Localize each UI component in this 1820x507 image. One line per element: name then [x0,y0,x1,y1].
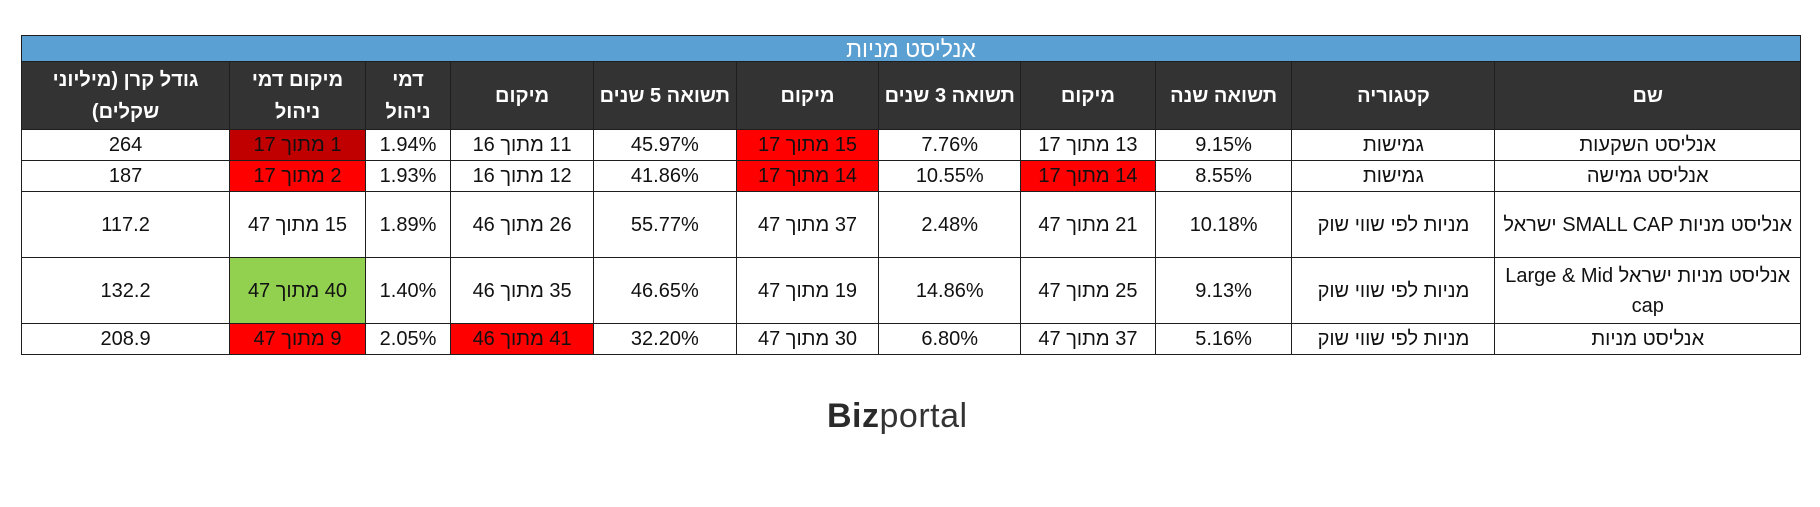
header-return-1y: תשואה שנה [1154,61,1293,130]
cell-return-3y: 7.76% [878,129,1022,161]
cell-return-1y: 5.16% [1154,323,1293,355]
cell-return-5y: 55.77% [592,191,737,258]
header-fund-size: גודל קרן (מיליוני שקלים) [20,61,231,130]
cell-return-3y: 14.86% [878,257,1022,324]
cell-rank-3y: 37 מתוך 47 [735,191,880,258]
cell-rank-1y: 14 מתוך 17 [1020,160,1156,192]
cell-return-5y: 32.20% [592,323,737,355]
cell-rank-5y: 26 מתוך 46 [450,191,594,258]
cell-mgmt-fee: 1.89% [364,191,452,258]
table-row: אנליסט מניות ישראל Large & Mid cap מניות… [20,257,1801,324]
cell-return-5y: 41.86% [592,160,737,192]
header-return-3y: תשואה 3 שנים [878,61,1022,130]
cell-return-5y: 46.65% [592,257,737,324]
cell-name: אנליסט השקעות [1494,129,1801,161]
bizportal-logo: Biz portal [827,398,968,434]
cell-rank-1y: 13 מתוך 17 [1020,129,1156,161]
cell-mgmt-fee-rank: 40 מתוך 47 [229,257,366,324]
header-category: קטגוריה [1291,61,1496,130]
cell-return-3y: 6.80% [878,323,1022,355]
cell-fund-size: 264 [20,129,231,161]
table-row: אנליסט מניות מניות לפי שווי שוק 5.16% 37… [20,323,1801,355]
logo-light-text: portal [879,397,968,435]
cell-return-3y: 10.55% [878,160,1022,192]
header-rank-1y: מיקום [1020,61,1156,130]
fund-table-container: אנליסט מניות שם קטגוריה תשואה שנה מיקום … [20,35,1801,355]
header-rank-3y: מיקום [735,61,880,130]
cell-mgmt-fee: 1.93% [364,160,452,192]
header-mgmt-fee-rank: מיקום דמי ניהול [229,61,366,130]
header-return-5y: תשואה 5 שנים [592,61,737,130]
funds-table: שם קטגוריה תשואה שנה מיקום תשואה 3 שנים … [20,61,1801,355]
cell-category: גמישות [1291,129,1496,161]
cell-rank-5y: 12 מתוך 16 [450,160,594,192]
cell-fund-size: 132.2 [20,257,231,324]
cell-return-3y: 2.48% [878,191,1022,258]
cell-name: אנליסט גמישה [1494,160,1801,192]
header-rank-5y: מיקום [450,61,594,130]
cell-rank-3y: 15 מתוך 17 [735,129,880,161]
table-row: אנליסט מניות SMALL CAP ישראל מניות לפי ש… [20,191,1801,258]
cell-mgmt-fee: 1.94% [364,129,452,161]
cell-rank-1y: 21 מתוך 47 [1020,191,1156,258]
cell-category: מניות לפי שווי שוק [1291,323,1496,355]
cell-rank-3y: 30 מתוך 47 [735,323,880,355]
cell-return-1y: 8.55% [1154,160,1293,192]
cell-rank-1y: 37 מתוך 47 [1020,323,1156,355]
cell-rank-5y: 41 מתוך 46 [450,323,594,355]
cell-return-1y: 10.18% [1154,191,1293,258]
cell-category: גמישות [1291,160,1496,192]
cell-mgmt-fee-rank: 15 מתוך 47 [229,191,366,258]
cell-return-1y: 9.15% [1154,129,1293,161]
cell-fund-size: 117.2 [20,191,231,258]
table-row: אנליסט השקעות גמישות 9.15% 13 מתוך 17 7.… [20,129,1801,161]
cell-rank-5y: 35 מתוך 46 [450,257,594,324]
cell-rank-3y: 14 מתוך 17 [735,160,880,192]
cell-rank-1y: 25 מתוך 47 [1020,257,1156,324]
header-mgmt-fee: דמי ניהול [364,61,452,130]
cell-fund-size: 208.9 [20,323,231,355]
cell-name: אנליסט מניות SMALL CAP ישראל [1494,191,1801,258]
header-name: שם [1494,61,1801,130]
header-row: שם קטגוריה תשואה שנה מיקום תשואה 3 שנים … [20,61,1801,130]
cell-category: מניות לפי שווי שוק [1291,257,1496,324]
logo-bold-text: Biz [827,397,880,435]
table-row: אנליסט גמישה גמישות 8.55% 14 מתוך 17 10.… [20,160,1801,192]
cell-rank-3y: 19 מתוך 47 [735,257,880,324]
cell-mgmt-fee: 2.05% [364,323,452,355]
cell-return-5y: 45.97% [592,129,737,161]
cell-return-1y: 9.13% [1154,257,1293,324]
cell-mgmt-fee-rank: 1 מתוך 17 [229,129,366,161]
cell-fund-size: 187 [20,160,231,192]
cell-mgmt-fee: 1.40% [364,257,452,324]
cell-name: אנליסט מניות ישראל Large & Mid cap [1494,257,1801,324]
table-title: אנליסט מניות [21,35,1801,62]
cell-category: מניות לפי שווי שוק [1291,191,1496,258]
cell-rank-5y: 11 מתוך 16 [450,129,594,161]
cell-name: אנליסט מניות [1494,323,1801,355]
cell-mgmt-fee-rank: 2 מתוך 17 [229,160,366,192]
cell-mgmt-fee-rank: 9 מתוך 47 [229,323,366,355]
